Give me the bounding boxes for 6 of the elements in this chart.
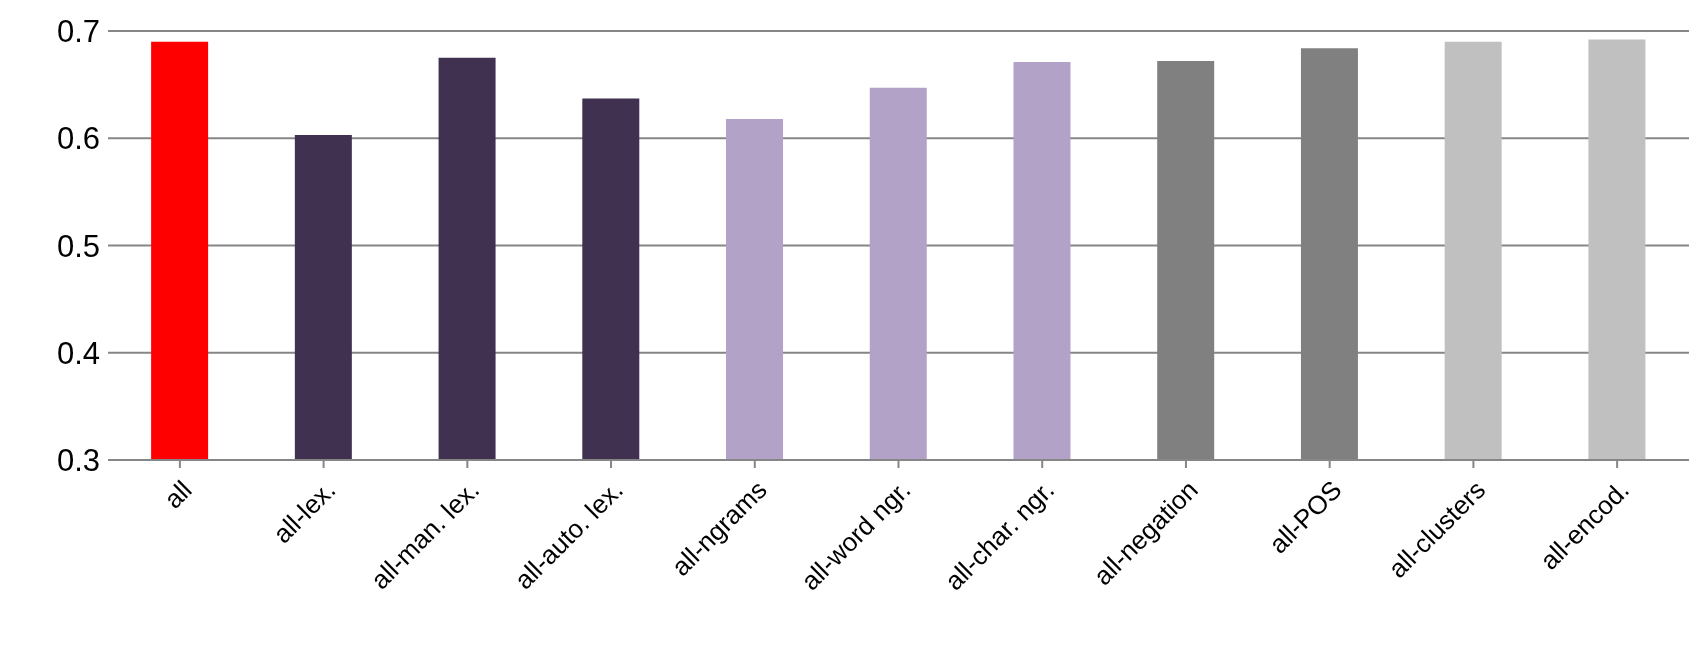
y-tick-label: 0.5	[56, 228, 100, 264]
y-tick-label: 0.3	[56, 443, 100, 479]
y-tick-label: 0.6	[56, 121, 100, 157]
y-tick-label: 0.7	[56, 14, 100, 50]
x-tick-label: all	[158, 474, 198, 515]
y-tick-label: 0.4	[56, 335, 100, 371]
